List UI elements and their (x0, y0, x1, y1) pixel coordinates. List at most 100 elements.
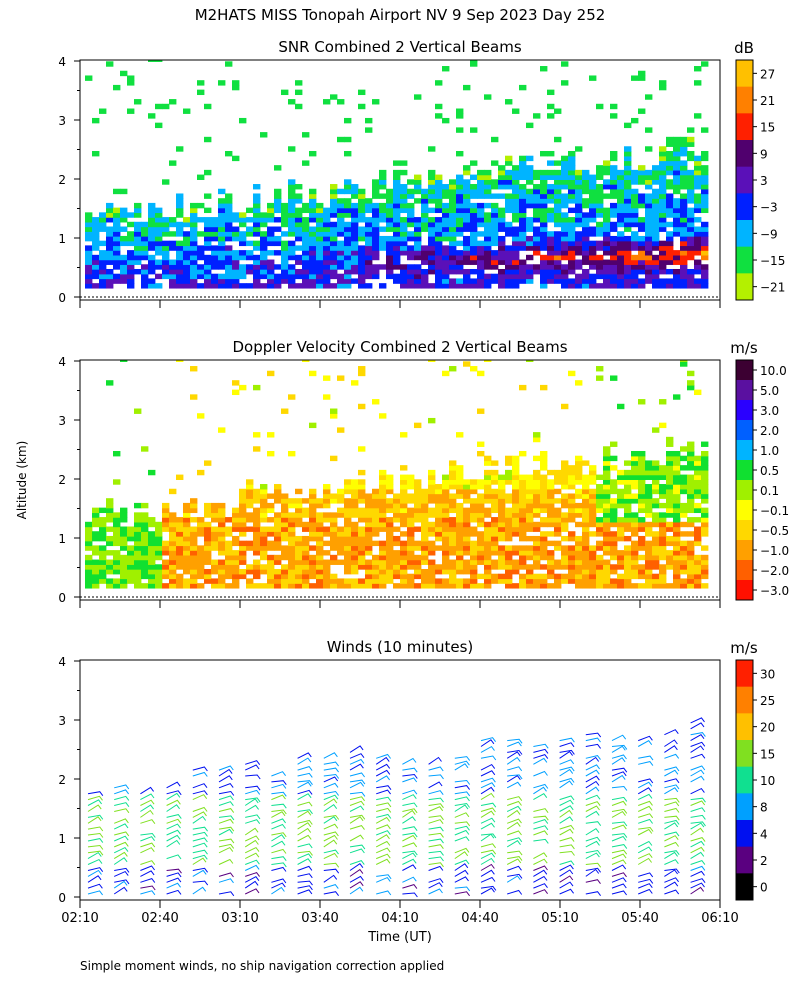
heatmap-cell (337, 99, 345, 105)
heatmap-cell (92, 231, 100, 237)
heatmap-cell (365, 540, 373, 547)
heatmap-cell (169, 231, 177, 237)
snr-panel-title: SNR Combined 2 Vertical Beams (278, 38, 521, 56)
heatmap-cell (631, 193, 639, 199)
wind-barb (349, 834, 364, 842)
wind-barb (559, 737, 575, 743)
heatmap-cell (533, 545, 541, 551)
heatmap-cell (218, 212, 226, 218)
heatmap-cell (603, 226, 611, 232)
heatmap-cell (386, 235, 394, 242)
wind-barb (114, 870, 129, 877)
wind-barb (480, 777, 496, 783)
wind-barb (480, 822, 495, 830)
heatmap-cell (561, 517, 569, 523)
heatmap-cell (246, 578, 254, 584)
heatmap-cell (456, 226, 464, 232)
heatmap-cell (554, 259, 562, 265)
heatmap-cell (120, 568, 128, 575)
heatmap-cell (169, 545, 177, 551)
heatmap-cell (561, 217, 569, 223)
heatmap-cell (358, 531, 366, 537)
wind-barb (245, 789, 261, 795)
heatmap-cell (295, 235, 303, 242)
heatmap-cell (582, 540, 590, 547)
heatmap-cell (589, 184, 597, 190)
heatmap-cell (582, 507, 590, 514)
heatmap-cell (253, 273, 261, 280)
heatmap-cell (190, 366, 198, 372)
wind-barb (507, 749, 523, 755)
heatmap-cell (477, 174, 485, 180)
heatmap-cell (246, 217, 254, 223)
heatmap-cell (540, 193, 548, 199)
heatmap-cell (113, 517, 121, 523)
wind-barb (297, 766, 313, 771)
heatmap-cell (260, 498, 268, 504)
heatmap-cell (302, 254, 310, 261)
wind-barb (402, 767, 418, 773)
heatmap-cell (645, 568, 653, 575)
x-tick-label: 04:40 (461, 911, 498, 926)
wind-barb (454, 863, 469, 871)
heatmap-cell (295, 578, 303, 584)
wind-barb (244, 764, 260, 771)
heatmap-cell (512, 531, 520, 537)
heatmap-cell (372, 512, 380, 518)
heatmap-cell (449, 207, 457, 214)
wind-barb (192, 815, 207, 824)
heatmap-cell (197, 583, 205, 589)
heatmap-cell (309, 193, 317, 199)
heatmap-cell (575, 169, 583, 176)
heatmap-cell (302, 245, 310, 251)
heatmap-cell (281, 250, 289, 256)
heatmap-cell (267, 559, 275, 565)
heatmap-cell (477, 370, 485, 377)
heatmap-cell (484, 283, 492, 289)
heatmap-cell (267, 226, 275, 232)
heatmap-cell (512, 108, 520, 114)
heatmap-cell (645, 531, 653, 537)
heatmap-cell (582, 545, 590, 551)
heatmap-cell (421, 283, 429, 289)
heatmap-cell (176, 283, 184, 289)
heatmap-cell (526, 554, 534, 561)
heatmap-cell (491, 535, 499, 542)
heatmap-cell (400, 583, 408, 589)
heatmap-cell (211, 221, 219, 228)
heatmap-cell (288, 245, 296, 251)
heatmap-cell (575, 198, 583, 204)
heatmap-cell (400, 283, 408, 289)
heatmap-cell (638, 250, 646, 256)
heatmap-cell (99, 264, 107, 270)
heatmap-cell (652, 264, 660, 270)
heatmap-cell (456, 507, 464, 514)
heatmap-cell (617, 188, 625, 195)
heatmap-cell (225, 554, 233, 561)
heatmap-cell (421, 245, 429, 251)
wind-barb (375, 756, 390, 765)
heatmap-cell (610, 212, 618, 218)
heatmap-cell (575, 493, 583, 499)
heatmap-cell (533, 231, 541, 237)
wind-barb (611, 785, 628, 791)
heatmap-cell (701, 250, 709, 256)
heatmap-cell (309, 240, 317, 247)
heatmap-cell (204, 559, 212, 565)
wind-barb (454, 756, 471, 761)
heatmap-cell (281, 512, 289, 518)
heatmap-cell (400, 545, 408, 551)
heatmap-cell (652, 226, 660, 232)
heatmap-cell (533, 479, 541, 485)
heatmap-cell (666, 278, 674, 284)
heatmap-cell (519, 193, 527, 199)
wind-barb (166, 839, 181, 848)
heatmap-cell (204, 240, 212, 247)
heatmap-cell (218, 427, 226, 433)
heatmap-cell (659, 564, 667, 570)
heatmap-cell (393, 250, 401, 256)
heatmap-cell (148, 268, 156, 275)
heatmap-cell (379, 484, 387, 490)
heatmap-cell (610, 240, 618, 247)
heatmap-cell (624, 498, 632, 504)
